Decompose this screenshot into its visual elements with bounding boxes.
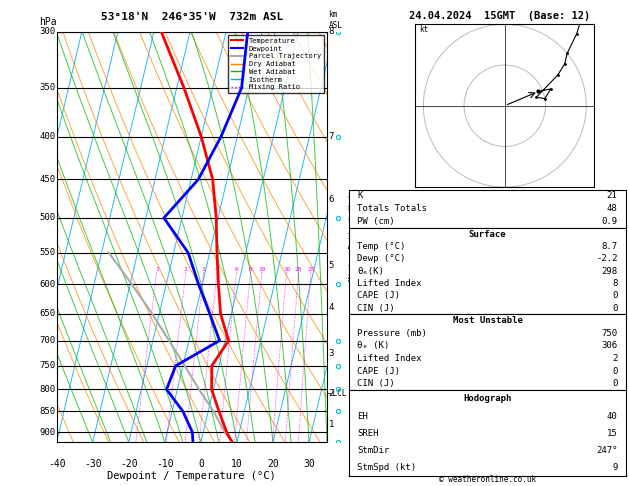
Text: StmDir: StmDir <box>357 446 389 455</box>
Text: 300: 300 <box>39 27 55 36</box>
Text: km
ASL: km ASL <box>328 10 342 30</box>
Text: 2: 2 <box>612 354 618 363</box>
Text: CAPE (J): CAPE (J) <box>357 291 401 300</box>
Text: 2: 2 <box>184 267 187 272</box>
Text: 24.04.2024  15GMT  (Base: 12): 24.04.2024 15GMT (Base: 12) <box>409 11 591 21</box>
Text: Lifted Index: Lifted Index <box>357 279 422 288</box>
Text: 600: 600 <box>39 280 55 289</box>
Text: 4: 4 <box>328 303 334 312</box>
Text: Hodograph: Hodograph <box>464 394 511 403</box>
Text: 450: 450 <box>39 175 55 184</box>
Text: 0: 0 <box>612 291 618 300</box>
Text: 900: 900 <box>39 428 55 437</box>
Text: 6: 6 <box>235 267 238 272</box>
Text: 650: 650 <box>39 309 55 318</box>
Text: 3: 3 <box>202 267 206 272</box>
Text: -30: -30 <box>84 459 101 469</box>
Text: 6: 6 <box>328 195 334 204</box>
Text: 0: 0 <box>612 367 618 376</box>
Text: 15: 15 <box>607 429 618 438</box>
Text: 16: 16 <box>283 267 291 272</box>
Text: 750: 750 <box>601 329 618 338</box>
Text: PW (cm): PW (cm) <box>357 217 395 226</box>
Text: 2: 2 <box>328 389 334 399</box>
Text: Temp (°C): Temp (°C) <box>357 242 406 251</box>
Text: EH: EH <box>357 412 368 420</box>
Text: 20: 20 <box>295 267 303 272</box>
Text: 4: 4 <box>215 267 219 272</box>
Text: Lifted Index: Lifted Index <box>357 354 422 363</box>
Text: CAPE (J): CAPE (J) <box>357 367 401 376</box>
Text: 25: 25 <box>307 267 314 272</box>
Text: 5: 5 <box>328 261 334 270</box>
Text: CIN (J): CIN (J) <box>357 304 395 312</box>
Text: 21: 21 <box>607 191 618 201</box>
Text: θₑ(K): θₑ(K) <box>357 267 384 276</box>
Text: CIN (J): CIN (J) <box>357 380 395 388</box>
Text: 400: 400 <box>39 132 55 141</box>
Text: 10: 10 <box>258 267 265 272</box>
Text: K: K <box>357 191 363 201</box>
Text: 0: 0 <box>612 380 618 388</box>
Text: 8: 8 <box>328 27 334 36</box>
Text: 30: 30 <box>303 459 315 469</box>
Text: kt: kt <box>420 25 428 35</box>
Text: 800: 800 <box>39 385 55 394</box>
Text: 40: 40 <box>607 412 618 420</box>
Text: 550: 550 <box>39 248 55 257</box>
Text: –LCL: –LCL <box>328 389 347 399</box>
Text: Dewp (°C): Dewp (°C) <box>357 255 406 263</box>
Text: 53°18'N  246°35'W  732m ASL: 53°18'N 246°35'W 732m ASL <box>101 12 283 22</box>
Text: 10: 10 <box>231 459 243 469</box>
Text: 20: 20 <box>267 459 279 469</box>
Text: 298: 298 <box>601 267 618 276</box>
Text: 48: 48 <box>607 205 618 213</box>
Text: Pressure (mb): Pressure (mb) <box>357 329 427 338</box>
Text: 850: 850 <box>39 407 55 416</box>
Text: 3: 3 <box>328 349 334 358</box>
Text: -10: -10 <box>156 459 174 469</box>
Text: hPa: hPa <box>39 17 57 28</box>
Text: 0.9: 0.9 <box>601 217 618 226</box>
Text: Surface: Surface <box>469 230 506 239</box>
Text: 8.7: 8.7 <box>601 242 618 251</box>
Text: SREH: SREH <box>357 429 379 438</box>
Text: Mixing Ratio (g/kg): Mixing Ratio (g/kg) <box>348 193 358 281</box>
Text: Most Unstable: Most Unstable <box>452 316 523 325</box>
Text: 0: 0 <box>612 304 618 312</box>
Text: 247°: 247° <box>596 446 618 455</box>
Text: StmSpd (kt): StmSpd (kt) <box>357 463 416 472</box>
Text: 700: 700 <box>39 336 55 345</box>
Text: 750: 750 <box>39 361 55 370</box>
Text: © weatheronline.co.uk: © weatheronline.co.uk <box>439 474 536 484</box>
Text: 306: 306 <box>601 342 618 350</box>
Text: θₑ (K): θₑ (K) <box>357 342 389 350</box>
Text: -2.2: -2.2 <box>596 255 618 263</box>
Text: 0: 0 <box>198 459 204 469</box>
Text: 7: 7 <box>328 132 334 141</box>
Text: 1: 1 <box>328 419 334 429</box>
Text: 9: 9 <box>612 463 618 472</box>
Text: 1: 1 <box>155 267 159 272</box>
Text: 500: 500 <box>39 213 55 223</box>
Text: -40: -40 <box>48 459 65 469</box>
Text: 350: 350 <box>39 83 55 92</box>
Text: 8: 8 <box>612 279 618 288</box>
Text: -20: -20 <box>120 459 138 469</box>
Text: Dewpoint / Temperature (°C): Dewpoint / Temperature (°C) <box>108 471 276 481</box>
Text: 8: 8 <box>248 267 252 272</box>
Legend: Temperature, Dewpoint, Parcel Trajectory, Dry Adiabat, Wet Adiabat, Isotherm, Mi: Temperature, Dewpoint, Parcel Trajectory… <box>228 35 323 93</box>
Text: Totals Totals: Totals Totals <box>357 205 427 213</box>
